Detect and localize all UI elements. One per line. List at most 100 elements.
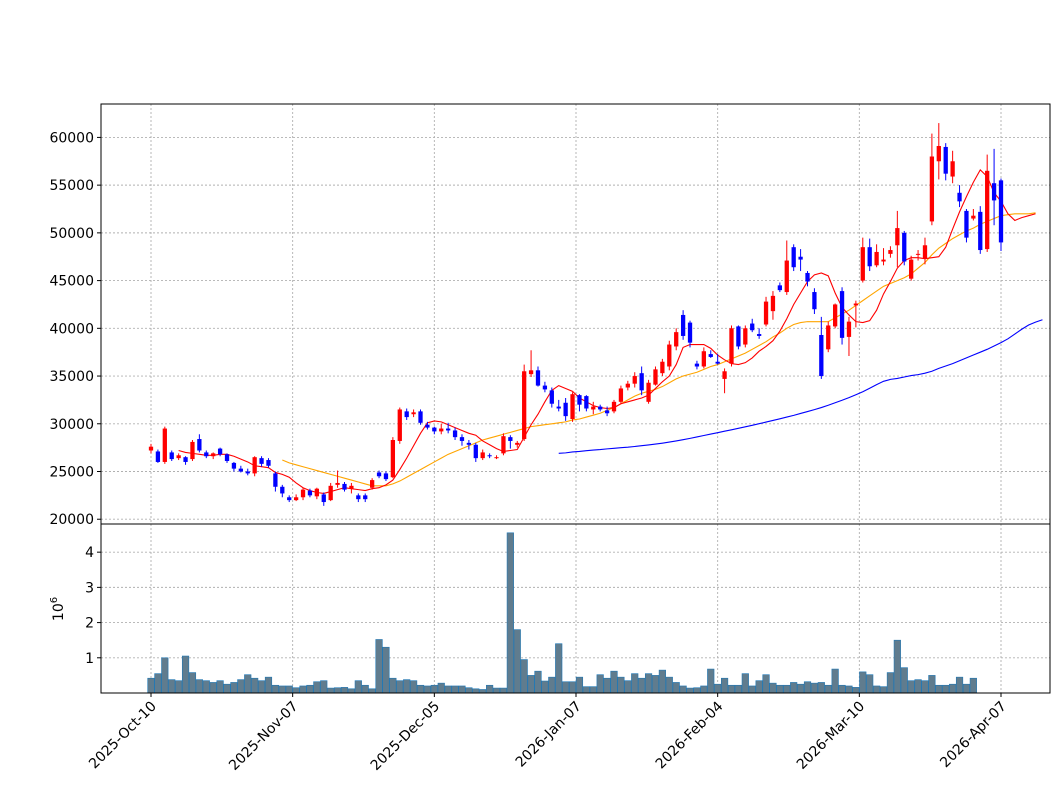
volume-bar [147,677,155,694]
volume-bar [921,680,929,694]
candle-body [839,291,845,338]
candle-body [549,390,554,404]
candle-body [231,462,237,469]
candle-body [349,485,354,489]
volume-bar [886,672,895,694]
candle-body [162,428,167,462]
candle-body [459,437,465,441]
candle-body [238,468,243,472]
volume-bar [762,674,770,694]
candle-body [715,361,720,364]
candle-body [964,210,969,238]
volume-bar [914,679,922,694]
candle-body [874,251,879,266]
volume-bar [271,684,279,694]
volume-grid [101,524,1050,693]
x-tick-label: 2025-Dec-05 [368,699,443,774]
volume-bar [527,675,535,694]
candle-body [245,471,250,474]
volume-bar [292,687,300,694]
candle-body [522,371,527,440]
candle-body [722,371,727,379]
candle-body [169,452,174,460]
candle-body [404,411,409,418]
candle-body [833,304,838,327]
volume-bar [638,677,646,694]
volume-bar [969,677,977,694]
candle-body [252,457,257,474]
candle-body [867,247,872,267]
candle-body [957,192,962,202]
volume-bar [582,686,590,694]
volume-bar [244,674,252,694]
candle-body [335,482,340,485]
volume-bar [748,685,756,694]
candle-body [909,259,914,279]
candle-body [853,303,859,306]
volume-bar [568,681,577,694]
volume-bar [651,675,660,694]
volume-tick-label: 3 [85,580,94,596]
volume-bar [575,676,584,694]
volume-bar [610,670,618,694]
candle-body [473,444,478,459]
volume-bar [838,684,846,694]
volume-bar [693,687,701,694]
volume-bar [188,672,197,694]
candle-body [397,409,402,441]
candle-body [411,412,416,415]
volume-bar [817,682,825,694]
volume-bar [168,679,176,694]
volume-bar [181,655,190,694]
volume-bar [665,676,673,694]
candle-body [985,170,990,250]
candle-body [922,245,928,259]
volume-bar [506,532,514,694]
candle-body [950,161,955,177]
volume-bar [195,679,203,694]
volume-bar [327,687,335,694]
volume-bar [223,683,231,694]
candle-body [784,260,789,293]
candle-body [991,183,997,201]
volume-bar [783,684,791,694]
candle-body [356,495,361,500]
candle-body [280,486,285,494]
candle-body [328,485,333,501]
candle-body [369,480,375,488]
candle-body [763,301,769,325]
candle-body [660,361,665,374]
volume-bar [631,673,639,694]
price-tick-label: 25000 [49,465,94,481]
ma-long-line [282,212,1036,487]
candle-body [584,396,589,409]
price-grid [101,104,1050,524]
candle-body [577,395,582,405]
candle-body [363,495,368,500]
volume-bar [824,684,832,694]
volume-bar [437,682,445,694]
volume-bar [734,684,742,694]
candle-body [888,250,893,254]
volume-bar [769,682,777,694]
volume-tick-label: 4 [85,545,94,561]
volume-bar [707,668,715,694]
candle-body [148,446,154,451]
volume-bar [257,680,266,694]
x-tick-label: 2025-Oct-10 [86,699,160,773]
volume-bar [686,687,694,694]
volume-bar [375,639,383,694]
volume-bar [306,684,314,694]
volume-bar [541,680,549,694]
candle-body [432,427,437,432]
x-tick-label: 2026-Apr-07 [937,699,1010,772]
volume-bar [340,687,349,694]
candle-body [266,460,271,466]
x-tick-label: 2026-Mar-10 [794,699,868,773]
candle-body [971,215,976,219]
volume-bar [154,673,162,694]
volume-bar [237,679,245,694]
volume-bar [790,682,798,694]
candle-body [736,326,741,347]
candle-body [508,437,513,441]
